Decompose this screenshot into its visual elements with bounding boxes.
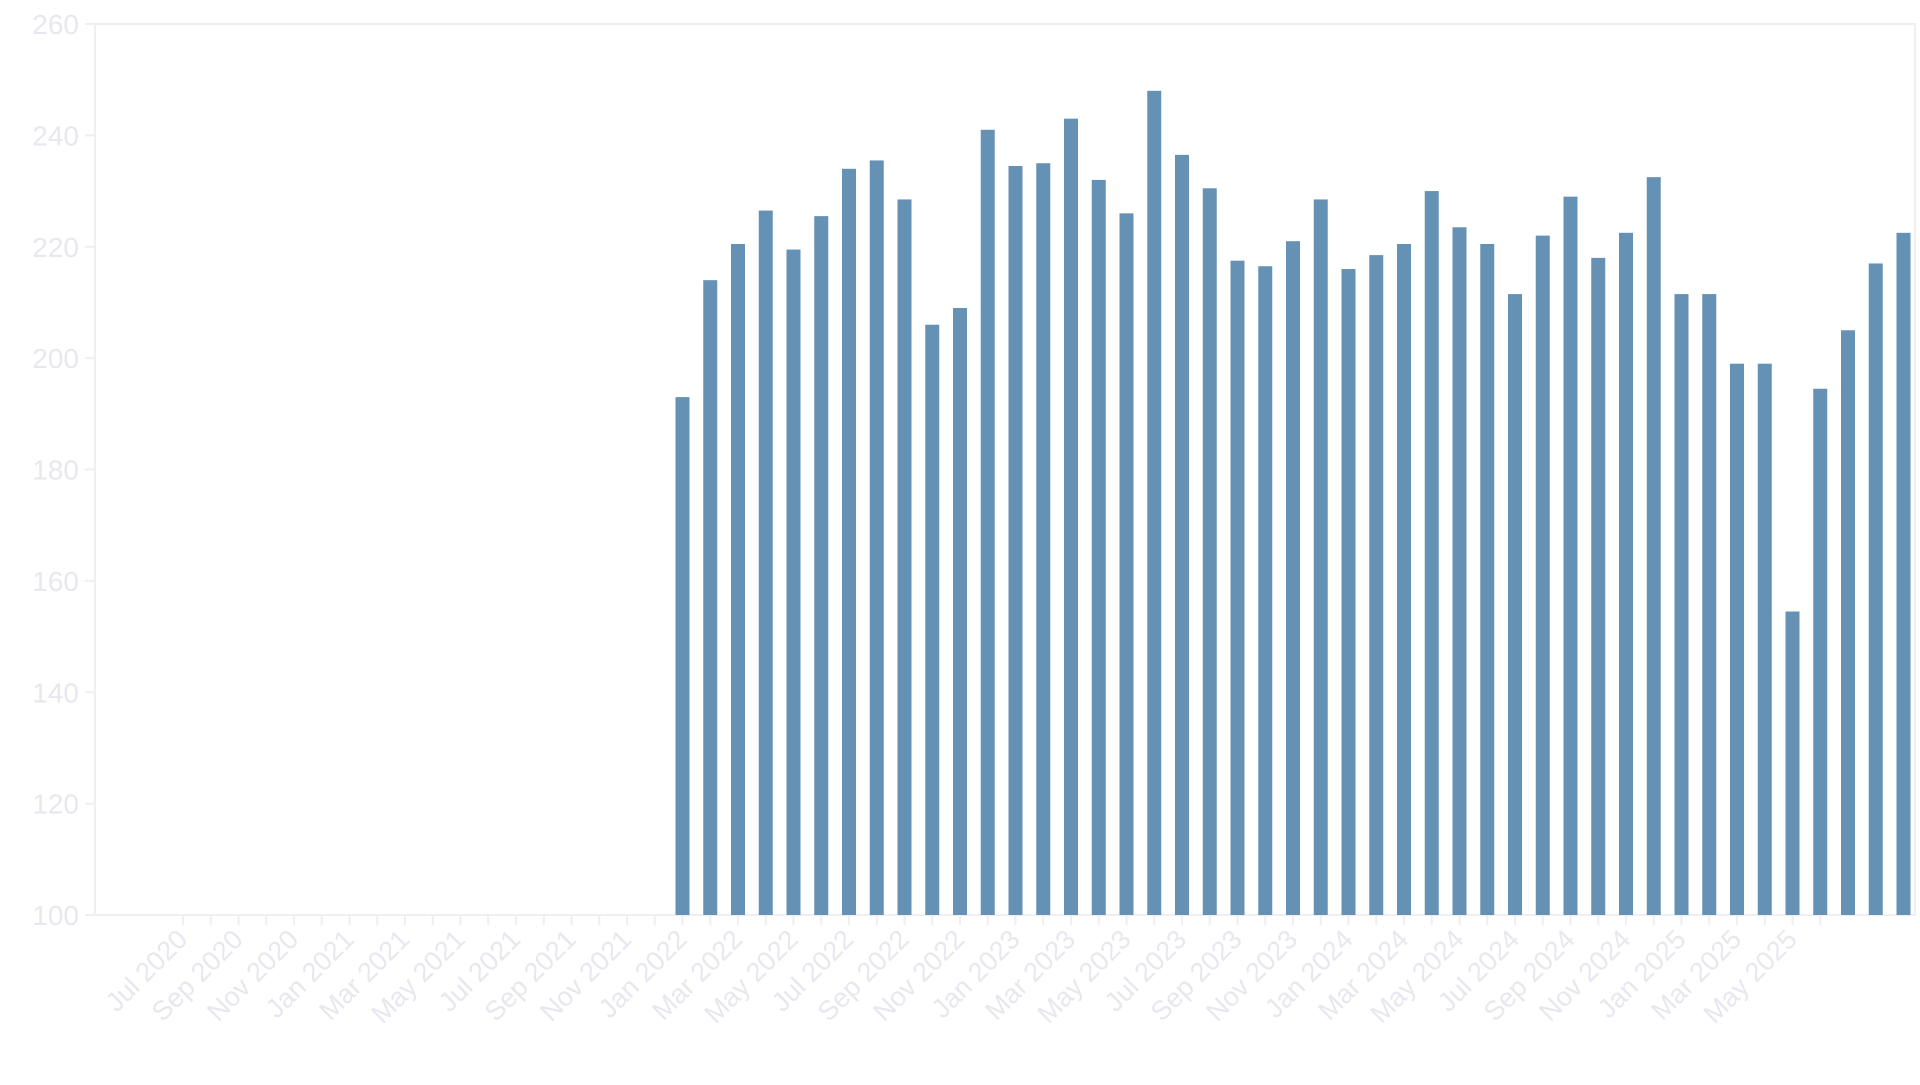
bar [1091, 179, 1106, 916]
bar [1341, 269, 1356, 915]
bar [1452, 227, 1467, 915]
bar [814, 216, 829, 915]
bar [786, 249, 801, 916]
bar [869, 160, 884, 915]
bar [1563, 196, 1578, 916]
bar [1813, 388, 1828, 915]
bar [1036, 163, 1051, 915]
y-tick-label: 180 [32, 455, 79, 486]
bar [925, 324, 940, 915]
y-tick-label: 100 [32, 900, 79, 931]
bar [1619, 232, 1633, 915]
bar [1896, 232, 1911, 915]
bar [1119, 213, 1134, 915]
y-tick-label: 140 [32, 677, 79, 708]
plot-frame [94, 23, 1916, 916]
y-tick-label: 240 [32, 120, 79, 151]
bar [731, 243, 745, 915]
bar [1230, 260, 1245, 915]
bar [1702, 294, 1717, 916]
bar [675, 397, 690, 915]
bar [1535, 235, 1550, 916]
bar [1286, 241, 1300, 915]
bar [1313, 199, 1328, 915]
y-tick-label: 160 [32, 566, 79, 597]
bar [1480, 243, 1495, 915]
bar [980, 129, 995, 915]
bar [1369, 255, 1384, 915]
bar [1785, 611, 1800, 915]
bar [1202, 188, 1217, 915]
y-tick-label: 120 [32, 789, 79, 820]
bar [842, 168, 856, 916]
bar [1175, 154, 1189, 916]
bar [703, 280, 718, 916]
bar [1841, 330, 1855, 915]
bar [1868, 263, 1883, 915]
y-tick-label: 200 [32, 343, 79, 374]
bar [1064, 118, 1078, 915]
bar [1591, 257, 1606, 915]
bar [1730, 363, 1744, 916]
bar [1508, 294, 1522, 916]
bar [953, 308, 967, 916]
y-tick-label: 260 [32, 9, 79, 40]
bar [1147, 90, 1162, 915]
bar [1424, 191, 1439, 915]
bar [1008, 166, 1023, 916]
bar [1397, 243, 1411, 915]
bar [1646, 177, 1661, 915]
bar [758, 210, 773, 916]
bar [897, 199, 912, 915]
bar [1258, 266, 1273, 916]
bar [1674, 294, 1689, 916]
bar [1757, 363, 1772, 916]
y-tick-label: 220 [32, 232, 79, 263]
